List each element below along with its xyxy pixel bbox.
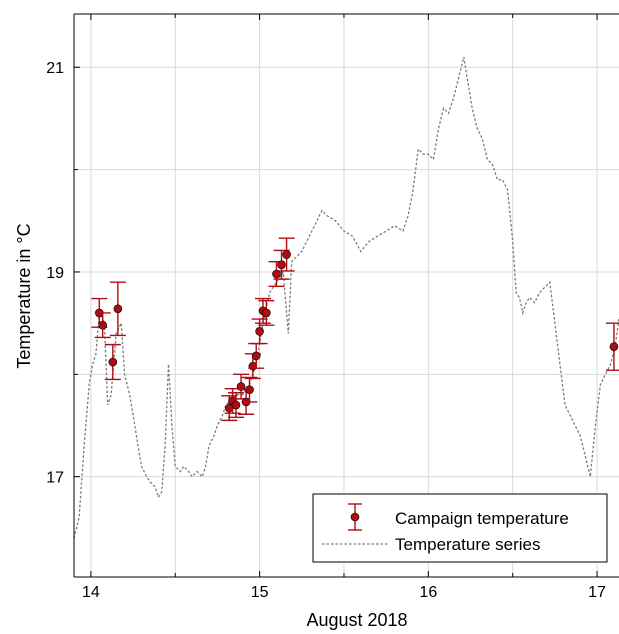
data-point [609, 342, 619, 351]
legend-campaign-label: Campaign temperature [395, 509, 569, 528]
campaign-point [248, 342, 265, 369]
data-point [251, 351, 261, 361]
data-point [231, 400, 241, 410]
data-point [245, 385, 254, 394]
campaign-point [268, 261, 285, 287]
grid [74, 14, 619, 577]
x-tick-label: 14 [82, 584, 100, 601]
campaign-point [109, 281, 126, 337]
campaign-point [273, 249, 290, 280]
temperature-series-layer [73, 56, 619, 539]
x-tick-label: 15 [251, 584, 269, 601]
campaign-point [278, 237, 295, 272]
axes [73, 13, 619, 578]
y-tick-label: 17 [46, 470, 64, 487]
campaign-point [258, 299, 275, 326]
y-tick-label: 21 [46, 60, 64, 77]
data-point [98, 320, 107, 330]
data-point [108, 357, 118, 367]
data-point [277, 260, 286, 270]
y-axis-label: Temperature in °C [14, 223, 34, 368]
x-axis-label: August 2018 [306, 610, 407, 630]
tick-labels: 14 15 16 17 17 19 21 [46, 60, 606, 601]
data-point [262, 308, 271, 318]
x-tick-label: 17 [588, 584, 606, 601]
temperature-series-line [73, 56, 619, 539]
campaign-point [104, 343, 121, 381]
legend-box [312, 493, 608, 563]
data-point [272, 269, 281, 279]
campaign-point [605, 322, 619, 371]
legend-point [350, 512, 360, 522]
data-point [236, 382, 246, 391]
legend: Campaign temperature Temperature series [312, 493, 608, 563]
campaign-point [94, 312, 111, 339]
y-tick-label: 19 [46, 265, 64, 282]
x-tick-label: 16 [419, 584, 437, 601]
data-point [255, 327, 264, 336]
campaign-point [227, 392, 244, 419]
data-point [282, 250, 291, 259]
campaign-point [241, 376, 258, 403]
legend-campaign-marker [348, 503, 362, 531]
campaign-temperature-layer [91, 237, 619, 422]
legend-series-label: Temperature series [395, 535, 541, 554]
data-point [113, 304, 123, 314]
